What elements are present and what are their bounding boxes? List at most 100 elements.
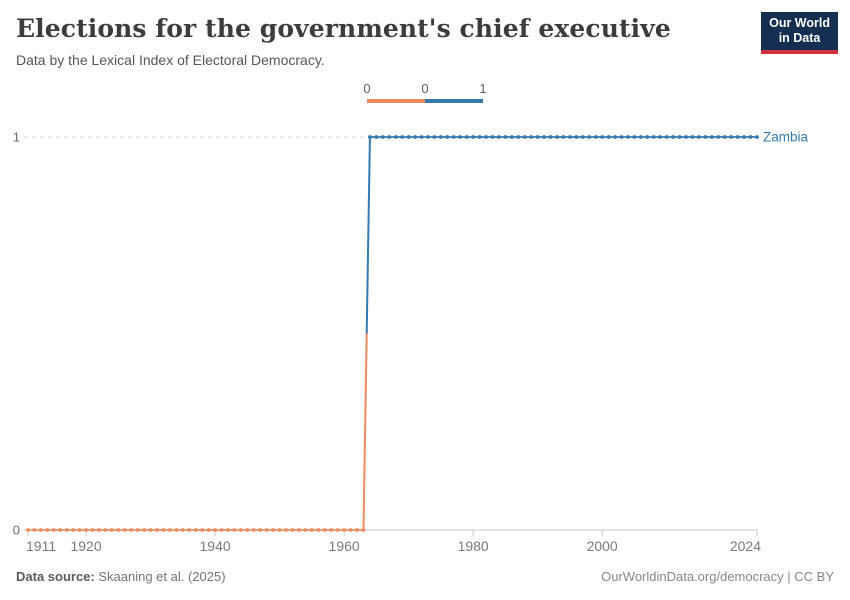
data-point-marker [658,135,663,139]
data-point-marker [277,528,282,532]
owid-url-license-link[interactable]: OurWorldinData.org/democracy | CC BY [601,569,834,584]
data-point-marker [193,528,198,532]
data-point-marker [45,528,50,532]
owid-logo-line2: in Data [778,31,821,46]
data-point-marker [522,135,527,139]
legend-tick-label: 0 [363,81,371,96]
data-point-marker [490,135,495,139]
data-point-marker [632,135,637,139]
x-axis-tick-label: 1940 [200,538,231,554]
series-step-connector [365,136,371,334]
data-point-marker [187,528,192,532]
data-point-marker [213,528,217,532]
data-point-marker [219,528,224,532]
data-point-marker [168,528,172,532]
data-point-marker [284,528,288,532]
data-point-marker [84,528,88,532]
y-axis-tick-label: 1 [13,130,20,145]
data-point-marker [600,135,605,139]
data-point-marker [619,135,624,139]
data-point-marker [206,528,211,532]
data-point-marker [471,135,476,139]
data-point-marker [509,135,514,139]
data-point-marker [393,135,398,139]
chart-footer: Data source: Skaaning et al. (2025) OurW… [16,569,834,584]
data-point-marker [26,528,30,532]
data-point-marker [580,135,585,139]
data-point-marker [755,135,759,139]
data-point-marker [497,135,501,139]
data-point-marker [180,528,185,532]
owid-logo-line1: Our World [769,16,830,30]
data-point-marker [555,135,559,139]
data-point-marker [645,135,650,139]
data-point-marker [97,528,101,532]
data-point-marker [697,135,701,139]
data-point-marker [606,135,611,139]
data-point-marker [64,528,69,532]
data-point-marker [458,135,463,139]
data-point-marker [477,135,482,139]
data-source-label: Data source: [16,569,95,584]
data-source-value: Skaaning et al. (2025) [94,569,226,584]
entity-label[interactable]: Zambia [763,130,809,145]
data-point-marker [329,528,334,532]
data-point-marker [638,135,643,139]
legend-tick-label: 0 [421,81,429,96]
legend-tick-label: 1 [479,81,487,96]
data-point-marker [438,135,443,139]
data-point-marker [90,528,95,532]
data-point-marker [664,135,669,139]
data-point-marker [264,528,269,532]
data-point-marker [322,528,327,532]
data-point-marker [568,135,572,139]
data-point-marker [303,528,308,532]
data-point-marker [174,528,179,532]
data-point-marker [155,528,159,532]
data-point-marker [355,528,359,532]
legend-color-bar [367,99,483,103]
value-color-legend: 0 0 1 [363,81,487,104]
data-point-marker [613,135,617,139]
data-point-marker [574,135,579,139]
owid-logo[interactable]: Our World in Data [761,12,838,54]
data-point-marker [361,528,366,532]
data-point-marker [426,135,430,139]
legend-segment-1 [425,99,483,103]
data-point-marker [374,135,379,139]
data-point-marker [342,528,347,532]
data-point-marker [161,528,166,532]
data-point-marker [671,135,676,139]
data-point-marker [529,135,534,139]
data-point-marker [587,135,592,139]
data-point-marker [716,135,721,139]
data-point-marker [535,135,540,139]
data-point-marker [742,135,746,139]
data-point-marker [200,528,205,532]
data-point-marker [380,135,385,139]
data-point-marker [251,528,256,532]
data-point-marker [142,528,147,532]
data-source-note: Data source: Skaaning et al. (2025) [16,569,226,584]
data-point-marker [432,135,437,139]
data-point-marker [271,528,276,532]
data-point-marker [103,528,108,532]
x-axis-tick-label: 2000 [587,538,618,554]
data-point-marker [258,528,263,532]
data-point-marker [122,528,127,532]
data-point-marker [297,528,301,532]
data-point-marker [651,135,656,139]
data-point-marker [245,528,250,532]
data-point-marker [729,135,734,139]
data-point-marker [387,135,392,139]
data-point-marker [445,135,450,139]
data-point-marker [290,528,295,532]
data-point-marker [735,135,740,139]
data-point-marker [232,528,237,532]
x-axis-tick-label: 1920 [70,538,101,554]
data-point-marker [238,528,243,532]
data-point-marker [503,135,508,139]
data-point-marker [368,135,372,139]
data-point-marker [484,135,488,139]
